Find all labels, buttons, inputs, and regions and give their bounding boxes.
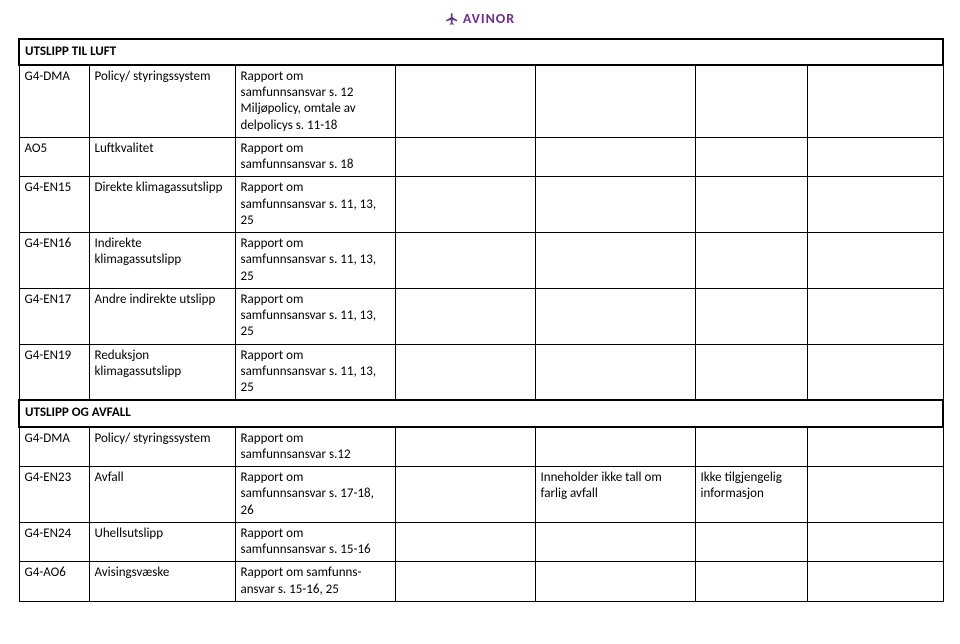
cell-col6 bbox=[695, 233, 807, 289]
cell-label: Andre indirekte utslipp bbox=[89, 288, 235, 344]
cell-col7 bbox=[807, 65, 943, 138]
section-title: UTSLIPP TIL LUFT bbox=[19, 39, 235, 65]
section-header-cell bbox=[695, 400, 807, 426]
cell-reference: Rapport om samfunnsansvar s. 15-16 bbox=[235, 522, 395, 562]
cell-reference: Rapport om samfunnsansvar s. 17-18, 26 bbox=[235, 467, 395, 523]
cell-code: G4-EN23 bbox=[19, 467, 89, 523]
section-header-cell bbox=[235, 39, 395, 65]
gri-index-table: UTSLIPP TIL LUFTG4-DMAPolicy/ styringssy… bbox=[18, 38, 944, 602]
cell-code: G4-EN17 bbox=[19, 288, 89, 344]
cell-col4 bbox=[395, 233, 535, 289]
cell-col5 bbox=[535, 288, 695, 344]
brand-logo: AVINOR bbox=[18, 10, 942, 30]
cell-col5 bbox=[535, 233, 695, 289]
section-title: UTSLIPP OG AVFALL bbox=[19, 400, 235, 426]
cell-col4 bbox=[395, 522, 535, 562]
cell-reference: Rapport om samfunnsansvar s. 12 Miljøpol… bbox=[235, 65, 395, 138]
cell-col5: Inneholder ikke tall om farlig avfall bbox=[535, 467, 695, 523]
table-row: G4-EN19Reduksjon klimagassutslippRapport… bbox=[19, 344, 943, 400]
cell-label: Indirekte klimagassutslipp bbox=[89, 233, 235, 289]
cell-col5 bbox=[535, 137, 695, 177]
cell-reference: Rapport om samfunnsansvar s. 11, 13, 25 bbox=[235, 344, 395, 400]
cell-label: Direkte klimagassutslipp bbox=[89, 177, 235, 233]
cell-col4 bbox=[395, 562, 535, 602]
cell-col5 bbox=[535, 427, 695, 467]
table-row: G4-DMAPolicy/ styringssystemRapport om s… bbox=[19, 65, 943, 138]
cell-col7 bbox=[807, 344, 943, 400]
cell-reference: Rapport om samfunnsansvar s. 11, 13, 25 bbox=[235, 288, 395, 344]
table-section-header: UTSLIPP TIL LUFT bbox=[19, 39, 943, 65]
cell-col4 bbox=[395, 65, 535, 138]
cell-col6 bbox=[695, 522, 807, 562]
cell-col6 bbox=[695, 137, 807, 177]
cell-col7 bbox=[807, 427, 943, 467]
cell-col7 bbox=[807, 177, 943, 233]
cell-col6 bbox=[695, 177, 807, 233]
cell-label: Policy/ styringssystem bbox=[89, 427, 235, 467]
section-header-cell bbox=[395, 400, 535, 426]
table-row: G4-AO6AvisingsvæskeRapport om samfunns-a… bbox=[19, 562, 943, 602]
cell-col5 bbox=[535, 344, 695, 400]
cell-col5 bbox=[535, 562, 695, 602]
section-header-cell bbox=[695, 39, 807, 65]
cell-col5 bbox=[535, 65, 695, 138]
cell-label: Reduksjon klimagassutslipp bbox=[89, 344, 235, 400]
cell-col6 bbox=[695, 562, 807, 602]
table-row: G4-EN15Direkte klimagassutslippRapport o… bbox=[19, 177, 943, 233]
table-row: G4-DMAPolicy/ styringssystemRapport om s… bbox=[19, 427, 943, 467]
cell-code: G4-EN15 bbox=[19, 177, 89, 233]
table-row: G4-EN17Andre indirekte utslippRapport om… bbox=[19, 288, 943, 344]
cell-code: G4-DMA bbox=[19, 65, 89, 138]
cell-label: Luftkvalitet bbox=[89, 137, 235, 177]
cell-code: AO5 bbox=[19, 137, 89, 177]
cell-reference: Rapport om samfunnsansvar s. 11, 13, 25 bbox=[235, 177, 395, 233]
cell-col4 bbox=[395, 427, 535, 467]
cell-col5 bbox=[535, 522, 695, 562]
cell-label: Policy/ styringssystem bbox=[89, 65, 235, 138]
cell-col6 bbox=[695, 427, 807, 467]
cell-col7 bbox=[807, 288, 943, 344]
cell-code: G4-EN19 bbox=[19, 344, 89, 400]
cell-col6 bbox=[695, 288, 807, 344]
cell-reference: Rapport om samfunnsansvar s. 11, 13, 25 bbox=[235, 233, 395, 289]
cell-col7 bbox=[807, 467, 943, 523]
table-section-header: UTSLIPP OG AVFALL bbox=[19, 400, 943, 426]
cell-label: Avisingsvæske bbox=[89, 562, 235, 602]
cell-col5 bbox=[535, 177, 695, 233]
cell-code: G4-EN16 bbox=[19, 233, 89, 289]
cell-code: G4-AO6 bbox=[19, 562, 89, 602]
cell-label: Avfall bbox=[89, 467, 235, 523]
plane-icon bbox=[445, 12, 459, 26]
section-header-cell bbox=[535, 400, 695, 426]
cell-label: Uhellsutslipp bbox=[89, 522, 235, 562]
cell-col4 bbox=[395, 288, 535, 344]
section-header-cell bbox=[807, 39, 943, 65]
section-header-cell bbox=[395, 39, 535, 65]
table-row: G4-EN24UhellsutslippRapport om samfunnsa… bbox=[19, 522, 943, 562]
brand-name: AVINOR bbox=[463, 10, 515, 27]
table-row: G4-EN23AvfallRapport om samfunnsansvar s… bbox=[19, 467, 943, 523]
section-header-cell bbox=[535, 39, 695, 65]
cell-col6 bbox=[695, 344, 807, 400]
table-row: G4-EN16Indirekte klimagassutslippRapport… bbox=[19, 233, 943, 289]
cell-col4 bbox=[395, 467, 535, 523]
cell-col6: Ikke tilgjengelig informasjon bbox=[695, 467, 807, 523]
cell-code: G4-DMA bbox=[19, 427, 89, 467]
cell-col7 bbox=[807, 522, 943, 562]
cell-col7 bbox=[807, 137, 943, 177]
cell-col4 bbox=[395, 137, 535, 177]
table-row: AO5LuftkvalitetRapport om samfunnsansvar… bbox=[19, 137, 943, 177]
section-header-cell bbox=[235, 400, 395, 426]
cell-code: G4-EN24 bbox=[19, 522, 89, 562]
cell-col7 bbox=[807, 562, 943, 602]
cell-reference: Rapport om samfunnsansvar s.12 bbox=[235, 427, 395, 467]
cell-col6 bbox=[695, 65, 807, 138]
cell-col7 bbox=[807, 233, 943, 289]
section-header-cell bbox=[807, 400, 943, 426]
cell-col4 bbox=[395, 177, 535, 233]
cell-col4 bbox=[395, 344, 535, 400]
cell-reference: Rapport om samfunns-ansvar s. 15-16, 25 bbox=[235, 562, 395, 602]
cell-reference: Rapport om samfunnsansvar s. 18 bbox=[235, 137, 395, 177]
